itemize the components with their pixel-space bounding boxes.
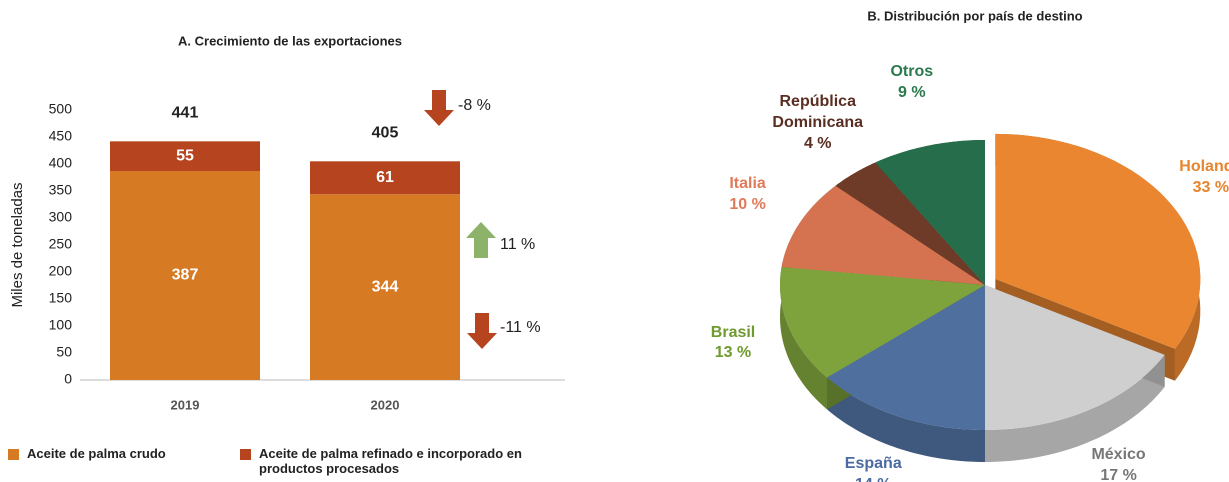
y-tick-label: 450 — [49, 128, 73, 144]
pie-category: Holanda — [1179, 158, 1229, 176]
pie-label: Italia 10 % — [678, 175, 818, 217]
bar-segment — [110, 171, 260, 380]
legend-swatch — [240, 449, 251, 460]
total-label: 441 — [172, 105, 199, 122]
arrow-down — [424, 90, 454, 126]
data-label: 344 — [372, 278, 399, 295]
data-label: 55 — [176, 147, 194, 164]
y-tick-label: 500 — [49, 101, 73, 117]
pie-category: República Dominicana — [772, 92, 864, 131]
pie-category: Otros — [890, 63, 934, 81]
pie-category: España — [844, 455, 902, 473]
y-tick-label: 50 — [56, 344, 72, 360]
pie-slice — [985, 285, 1165, 430]
annotation: -8 % — [458, 97, 491, 114]
y-axis-label: Miles de toneladas — [9, 182, 26, 307]
pie-slice — [827, 285, 985, 430]
bar-segment — [110, 141, 260, 172]
arrow-down — [467, 313, 497, 349]
pie-category: México — [1091, 446, 1146, 464]
pie-slice — [780, 266, 985, 378]
legend-label: Aceite de palma refinado e incorporado e… — [259, 446, 522, 476]
pie-slice — [835, 162, 985, 285]
legend-label: Aceite de palma crudo — [27, 446, 166, 461]
y-tick-label: 0 — [64, 371, 72, 387]
pie-slice — [995, 133, 1201, 349]
y-tick-label: 200 — [49, 263, 73, 279]
total-label: 405 — [372, 125, 399, 142]
pie-side — [780, 266, 828, 410]
bar-segment — [310, 161, 460, 195]
annotation: -11 % — [500, 319, 541, 336]
pie-value: 9 % — [897, 84, 926, 102]
pie-category: Italia — [729, 175, 766, 193]
pie-value: 13 % — [714, 344, 752, 362]
arrow-up — [466, 222, 496, 258]
pie-side — [827, 377, 985, 462]
x-tick-label: 2019 — [171, 397, 200, 412]
pie-slice — [875, 140, 985, 285]
pie-label: Otros 9 % — [842, 62, 982, 104]
pie-slice — [781, 185, 985, 285]
annotation: 11 % — [500, 236, 535, 253]
pie-label: España 14 % — [803, 454, 943, 482]
pie-value: 14 % — [803, 475, 943, 482]
pie-value: 10 % — [729, 196, 766, 214]
pie-value: 4 % — [803, 134, 832, 152]
pie-label: Brasil 13 % — [663, 323, 803, 365]
pie-label: República Dominicana 4 % — [758, 92, 878, 154]
y-tick-label: 300 — [49, 209, 73, 225]
y-tick-label: 400 — [49, 155, 73, 171]
y-tick-label: 350 — [49, 182, 73, 198]
y-tick-label: 150 — [49, 290, 73, 306]
pie-label: México 17 % — [1049, 445, 1189, 482]
x-tick-label: 2020 — [371, 397, 400, 412]
pie-category: Brasil — [710, 323, 756, 341]
pie-value: 17 % — [1100, 466, 1137, 482]
pie-value: 33 % — [1192, 178, 1229, 196]
data-label: 61 — [376, 169, 394, 186]
data-label: 387 — [172, 267, 199, 284]
pie-title: B. Distribución por país de destino — [867, 8, 1082, 23]
legend-swatch — [8, 449, 19, 460]
y-tick-label: 250 — [49, 236, 73, 252]
y-tick-label: 100 — [49, 317, 73, 333]
pie-label: Holanda 33 % — [1141, 157, 1229, 199]
bar-title: A. Crecimiento de las exportaciones — [178, 33, 402, 48]
pie-side — [985, 354, 1165, 462]
bar-segment — [310, 194, 460, 380]
